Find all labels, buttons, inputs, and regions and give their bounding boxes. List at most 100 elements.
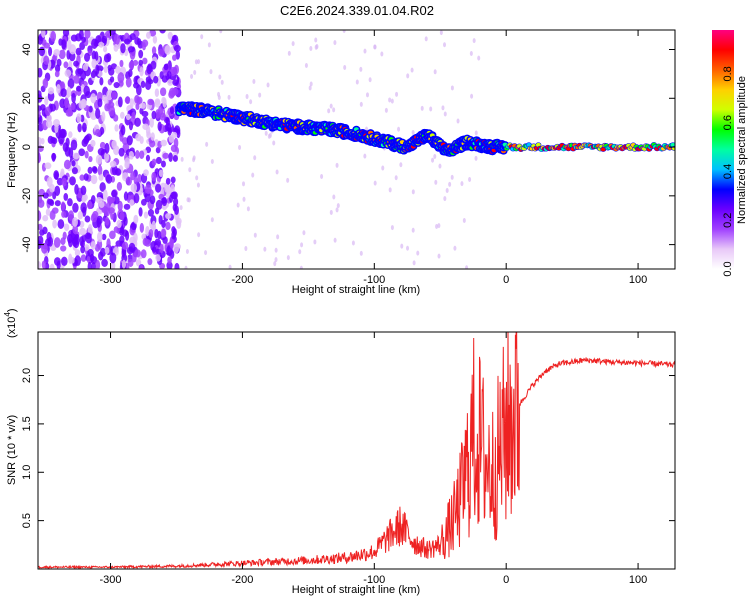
spectrogram-cell (119, 111, 125, 119)
spectrogram-cell (68, 210, 74, 221)
spectrogram-cell (63, 159, 71, 170)
spectrogram-cell (95, 64, 100, 75)
spectrogram-cell (104, 142, 110, 154)
spectrogram-cell (123, 216, 128, 226)
colorbar: 0.0 0.2 0.4 0.6 0.8 Normalized spectral ampl… (712, 30, 748, 277)
spectrogram-cell (128, 150, 134, 160)
spectrogram-cell (68, 147, 74, 159)
spectrogram-cell (113, 81, 120, 89)
spectrogram-cell (258, 92, 262, 98)
spectrogram-cell (108, 207, 115, 214)
spectrogram-cell (163, 63, 169, 71)
spectrogram-cell (159, 30, 166, 34)
spectrogram-cell (399, 162, 403, 168)
spectrogram-cell (124, 157, 130, 167)
spectrogram-cell (43, 55, 50, 65)
spectrogram-cell (45, 208, 51, 216)
spectrogram-cell (286, 255, 290, 261)
spectrogram-cell (79, 42, 86, 51)
spectrogram-cell (351, 240, 355, 246)
snr-y-tick-label: 1.0 (21, 465, 33, 480)
spectrogram-cell (164, 44, 171, 55)
spectrogram-cell (600, 147, 606, 152)
spectrogram-cell (61, 256, 68, 267)
spectrogram-cell (67, 39, 72, 51)
spectrogram-cell (359, 101, 363, 107)
spectrogram-cell (108, 67, 115, 76)
spectrogram-cell (72, 216, 78, 227)
spectrogram-cell (249, 99, 253, 105)
spectrogram-cell (406, 245, 410, 251)
spectrogram-cell (81, 98, 87, 109)
spectrogram-cell (56, 177, 64, 186)
spectrogram-cell (54, 200, 61, 207)
spectrogram-cell (54, 123, 59, 134)
colorbar-tick-label: 0.8 (722, 66, 734, 81)
spectrogram-cell (51, 152, 56, 162)
spectrogram-cell (154, 99, 161, 108)
spectrogram-cell (109, 230, 116, 240)
spectrogram-cell (73, 60, 79, 67)
spectrogram-cell (150, 60, 157, 70)
spectrogram-cell (99, 182, 106, 192)
spectrogram-cell (53, 237, 61, 248)
spectrogram-y-tick-label: -20 (21, 188, 33, 204)
spectrogram-cell (161, 228, 167, 238)
spectrogram-cell (274, 247, 278, 253)
spectrogram-cell (167, 256, 172, 265)
spectrogram-cell (87, 224, 93, 235)
spectrogram-cell (92, 166, 98, 174)
spectrogram-cell (84, 150, 89, 159)
spectrogram-cell (71, 167, 78, 175)
spectrogram-cell (424, 36, 428, 42)
spectrogram-cell (71, 160, 76, 167)
spectrogram-cell (130, 171, 136, 181)
spectrogram-cell (38, 137, 42, 145)
spectrogram-cell (62, 231, 67, 240)
spectrogram-cell (395, 91, 399, 97)
spectrogram-cell (41, 260, 47, 269)
spectrogram-cell (125, 77, 132, 88)
spectrogram-cell (72, 152, 80, 160)
spectrogram-cell (53, 118, 60, 127)
spectrogram-cell (384, 107, 388, 113)
spectrogram-cell (52, 137, 58, 145)
colorbar-ticks: 0.0 0.2 0.4 0.6 0.8 (722, 66, 734, 276)
spectrogram-cell (390, 225, 394, 231)
spectrogram-cell (329, 103, 333, 109)
spectrogram-cell (140, 80, 146, 89)
spectrogram-cell (76, 85, 82, 92)
spectrogram-cell (236, 202, 240, 208)
spectrogram-cell (88, 105, 93, 113)
spectrogram-cell (48, 46, 53, 57)
spectrogram-cell (443, 196, 447, 202)
spectrogram-cell (75, 47, 82, 56)
spectrogram-cell (450, 174, 454, 180)
spectrogram-cell (291, 41, 295, 47)
spectrogram-cell (117, 96, 123, 108)
spectrogram-cell (429, 106, 433, 112)
spectrogram-cell (81, 36, 87, 43)
spectrogram-cell (192, 157, 196, 163)
spectrogram-cell (108, 105, 116, 117)
spectrogram-cell (137, 173, 142, 184)
spectrogram-cell (90, 174, 98, 185)
spectrogram-cell (38, 105, 42, 112)
spectrogram-cell (342, 30, 346, 33)
spectrogram-cell (67, 233, 73, 244)
spectrogram-x-tick-label: -300 (100, 274, 122, 286)
spectrogram-cell (431, 157, 435, 163)
spectrogram-cell (109, 76, 115, 83)
spectrogram-cell (116, 219, 122, 229)
spectrogram-cell (343, 65, 347, 71)
spectrogram-cell (170, 176, 176, 184)
spectrogram-cell (84, 134, 90, 143)
snr-series (38, 332, 675, 569)
spectrogram-cell (128, 121, 134, 131)
spectrogram-cell (368, 77, 372, 83)
spectrogram-cell (410, 67, 414, 73)
spectrogram-cell (313, 239, 317, 245)
spectrogram-cell (82, 63, 89, 72)
colorbar-tick-label: 0.4 (722, 164, 734, 179)
spectrogram-cell (266, 82, 270, 88)
